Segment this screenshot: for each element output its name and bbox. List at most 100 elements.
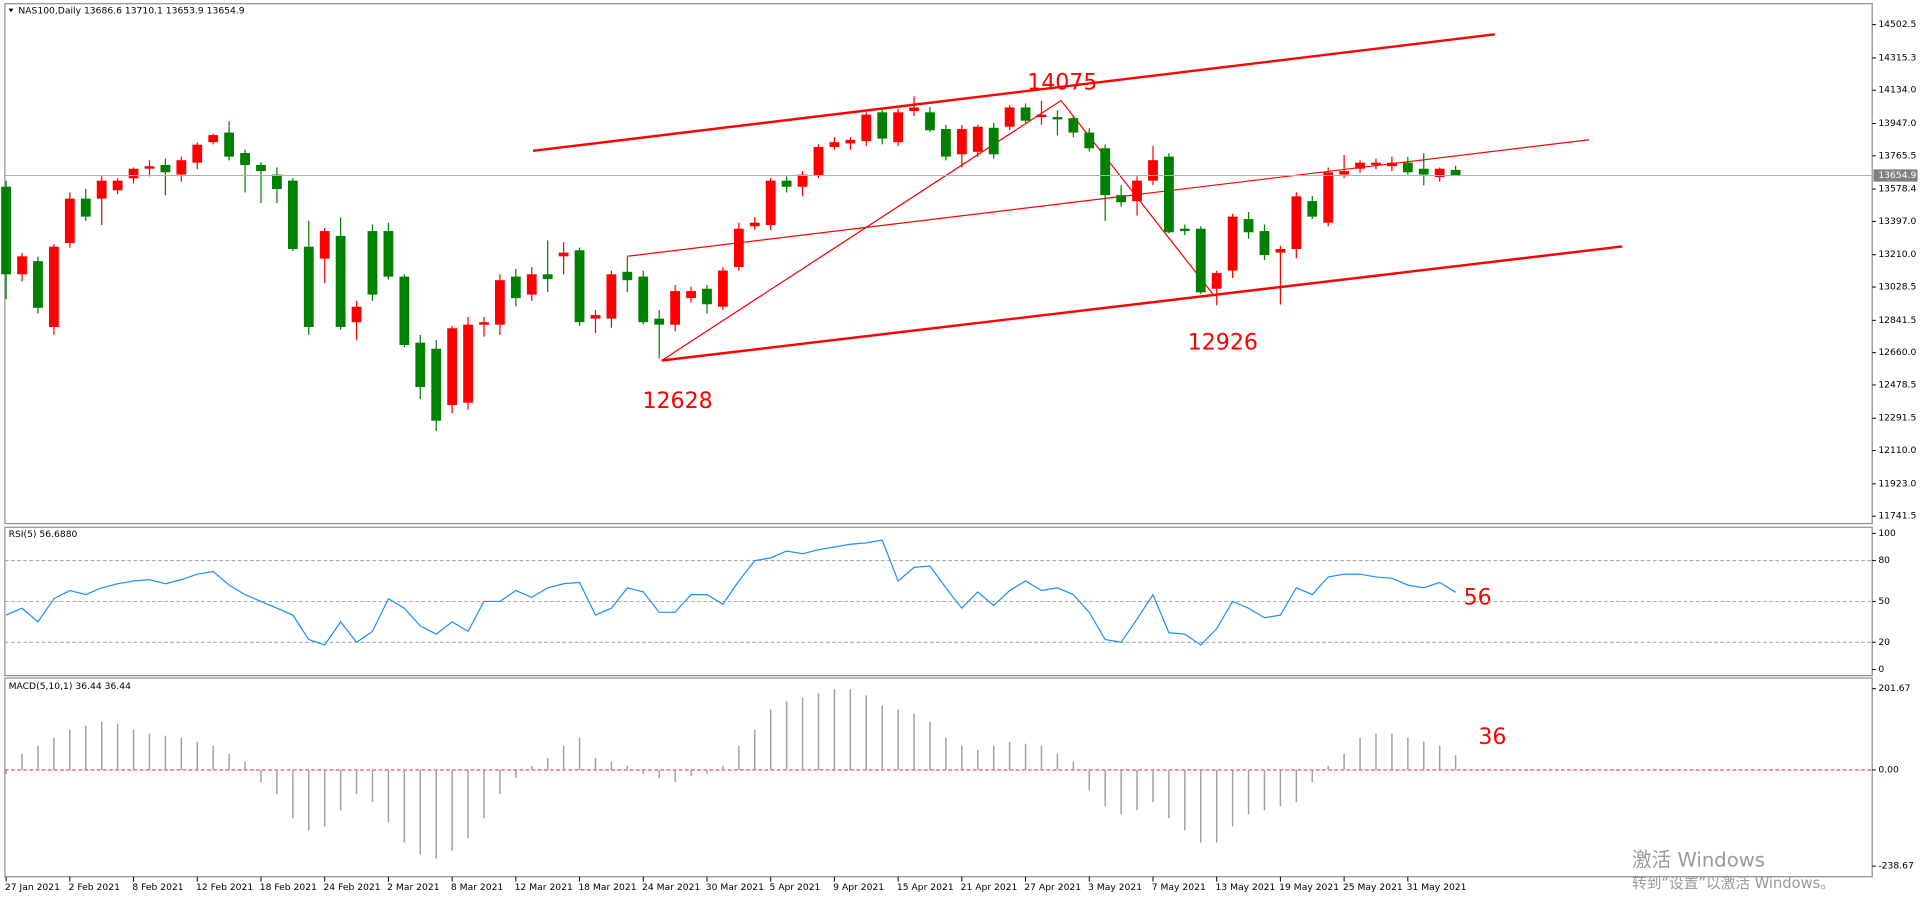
watermark-title: 激活 Windows: [1632, 848, 1765, 871]
candle-body: [1371, 162, 1381, 165]
x-tick-label: 25 May 2021: [1343, 882, 1403, 893]
watermark-subtitle: 转到“设置”以激活 Windows。: [1632, 875, 1835, 892]
y-tick-label: 80: [1878, 555, 1890, 566]
x-tick-label: 12 Mar 2021: [515, 882, 573, 893]
candle-body: [1402, 162, 1413, 173]
candle-body: [1291, 196, 1302, 250]
candle-body: [1339, 171, 1350, 175]
candle-body: [574, 250, 585, 323]
candle-body: [1100, 148, 1111, 196]
candle-body: [893, 112, 904, 143]
x-tick-label: 18 Feb 2021: [260, 882, 317, 893]
y-tick-label: 11741.5: [1878, 511, 1916, 522]
macd-panel: [4, 677, 1873, 878]
current-price-box: [1873, 169, 1918, 182]
annotation: 56: [1464, 585, 1492, 610]
candle-body: [765, 180, 776, 225]
y-tick-label: 12110.0: [1878, 445, 1916, 456]
candle-body: [303, 246, 314, 328]
x-tick-label: 30 Mar 2021: [706, 882, 764, 893]
x-tick-label: 7 May 2021: [1152, 882, 1206, 893]
candle-body: [64, 198, 75, 243]
candle-body: [510, 276, 521, 299]
candle-body: [383, 231, 394, 277]
channel-upper: [532, 33, 1495, 153]
candle-body: [1259, 231, 1270, 256]
candle-body: [1450, 169, 1461, 176]
channel-middle: [627, 139, 1590, 257]
annotation: 36: [1478, 725, 1506, 750]
candle-body: [479, 322, 489, 325]
candle-body: [447, 328, 458, 405]
candle-body: [542, 274, 553, 280]
x-tick-label: 5 Apr 2021: [769, 882, 820, 893]
candle-body: [718, 270, 728, 307]
y-tick-label: -238.67: [1878, 861, 1914, 872]
rsi-title: RSI(5) 56.6880: [9, 529, 78, 540]
x-tick-label: 24 Feb 2021: [323, 882, 380, 893]
y-tick-label: 14315.3: [1878, 52, 1916, 63]
candle-body: [1148, 160, 1158, 181]
y-tick-label: 201.67: [1878, 683, 1910, 694]
candle-body: [1004, 107, 1015, 127]
x-tick-label: 9 Apr 2021: [833, 882, 884, 893]
candle-body: [272, 174, 282, 190]
annotation: 12628: [643, 389, 713, 414]
channel-lower: [661, 245, 1623, 362]
candle-body: [622, 271, 633, 281]
candle-body: [399, 276, 410, 345]
x-tick-label: 3 May 2021: [1088, 882, 1142, 893]
candle-body: [160, 164, 171, 173]
y-tick-label: 12291.5: [1878, 413, 1916, 424]
candle-body: [431, 348, 442, 421]
y-tick-label: 0: [1878, 664, 1884, 675]
x-tick-label: 8 Mar 2021: [451, 882, 503, 893]
menu-arrow[interactable]: [8, 8, 14, 13]
candle-body: [463, 324, 473, 403]
y-tick-label: 13028.5: [1878, 282, 1916, 293]
candle-body: [941, 129, 951, 157]
candle-body: [192, 144, 203, 163]
candle-body: [1020, 107, 1031, 121]
y-tick-label: 13947.0: [1878, 118, 1916, 129]
candle-body: [558, 252, 569, 257]
candle-body: [749, 222, 760, 227]
rsi-line: [5, 539, 1456, 646]
y-tick-label: 13397.0: [1878, 216, 1916, 227]
candle-body: [256, 164, 266, 172]
candle-body: [1116, 195, 1127, 203]
candle-body: [335, 235, 346, 328]
candle-body: [925, 112, 935, 131]
candle-body: [1195, 228, 1206, 293]
candle-body: [988, 127, 999, 155]
candle-body: [1418, 168, 1429, 175]
x-tick-label: 31 May 2021: [1407, 882, 1467, 893]
candle-body: [686, 291, 696, 299]
candle-body: [96, 180, 107, 199]
candle-body: [1179, 228, 1190, 232]
candle-body: [351, 306, 362, 323]
candle-body: [240, 153, 250, 165]
y-tick-label: 0.00: [1878, 764, 1899, 775]
candle-body: [1036, 114, 1047, 118]
candle-body: [287, 180, 298, 250]
candle-body: [128, 168, 139, 179]
y-tick-label: 14502.5: [1878, 19, 1916, 30]
current-price-label: 13654.9: [1878, 170, 1916, 181]
x-tick-label: 24 Mar 2021: [642, 882, 700, 893]
y-tick-label: 11923.0: [1878, 478, 1916, 489]
candle-body: [1243, 219, 1254, 233]
candle-body: [1387, 162, 1397, 167]
annotation: 14075: [1027, 70, 1097, 95]
candle-body: [1068, 118, 1079, 133]
candle-body: [909, 107, 919, 112]
candle-body: [1323, 172, 1334, 223]
x-tick-label: 2 Mar 2021: [387, 882, 439, 893]
candle-body: [813, 147, 824, 176]
candle-body: [1227, 216, 1238, 271]
candle-body: [956, 129, 967, 155]
candle-body: [1164, 156, 1174, 233]
zigzag: [661, 99, 1214, 362]
